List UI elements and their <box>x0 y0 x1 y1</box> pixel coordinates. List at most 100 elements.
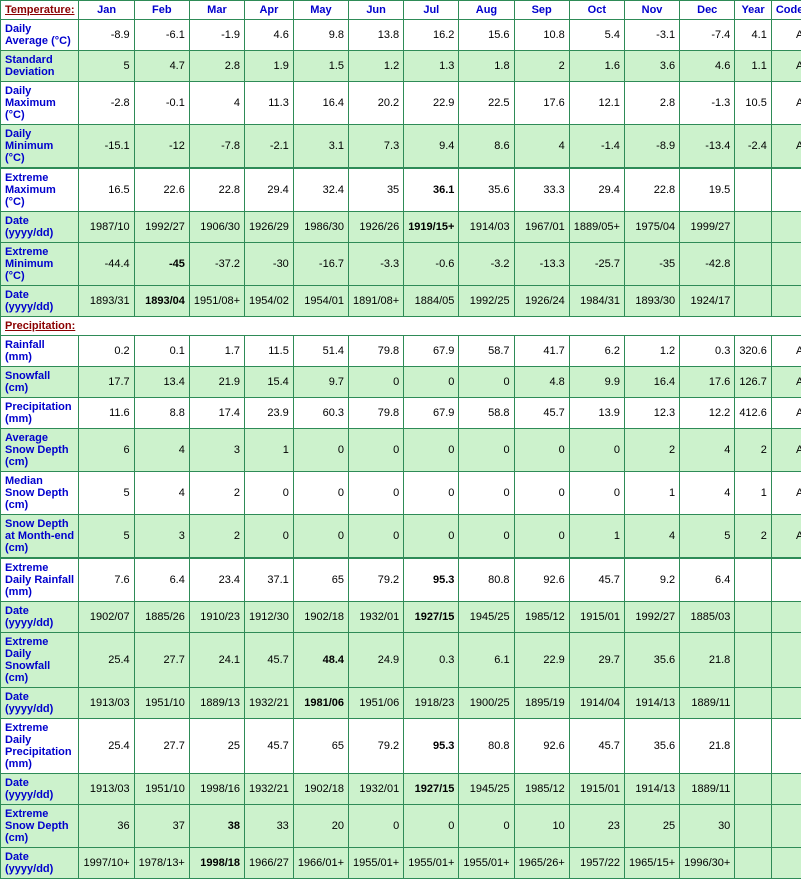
cell <box>735 805 772 848</box>
cell: 0 <box>514 515 569 559</box>
cell: 1895/19 <box>514 688 569 719</box>
cell: 23.4 <box>189 558 244 602</box>
cell: 1955/01+ <box>349 848 404 879</box>
cell: 45.7 <box>569 558 624 602</box>
precipitation-body: Rainfall (mm)0.20.11.711.551.479.867.958… <box>1 336 801 879</box>
table-row: Median Snow Depth (cm)5420000000141A <box>1 472 801 515</box>
cell: 1984/31 <box>569 286 624 317</box>
cell <box>771 558 801 602</box>
cell: 1913/03 <box>79 774 134 805</box>
cell: 19.5 <box>680 168 735 212</box>
table-row: Date (yyyy/dd)1913/031951/101998/161932/… <box>1 774 801 805</box>
col-code: Code <box>771 1 801 20</box>
cell: 17.6 <box>514 82 569 125</box>
cell: -8.9 <box>79 20 134 51</box>
cell: 0 <box>514 429 569 472</box>
cell: 25 <box>189 719 244 774</box>
temperature-section-header[interactable]: Temperature: <box>1 1 79 20</box>
cell: 37.1 <box>245 558 294 602</box>
cell: 1889/11 <box>680 774 735 805</box>
cell: 79.2 <box>349 558 404 602</box>
cell: -1.4 <box>569 125 624 169</box>
cell: 1918/23 <box>404 688 459 719</box>
cell: 2.8 <box>624 82 679 125</box>
cell: 4.6 <box>680 51 735 82</box>
temperature-link[interactable]: Temperature: <box>5 4 74 16</box>
cell: -15.1 <box>79 125 134 169</box>
cell: -13.3 <box>514 243 569 286</box>
cell: 65 <box>293 719 348 774</box>
cell: 33.3 <box>514 168 569 212</box>
cell <box>771 774 801 805</box>
cell: 1.9 <box>245 51 294 82</box>
cell: 1906/30 <box>189 212 244 243</box>
row-label: Extreme Daily Snowfall (cm) <box>1 633 79 688</box>
cell: 126.7 <box>735 367 772 398</box>
cell: 80.8 <box>459 558 514 602</box>
cell: 9.8 <box>293 20 348 51</box>
col-nov: Nov <box>624 1 679 20</box>
cell: 35.6 <box>624 719 679 774</box>
cell: 1902/18 <box>293 774 348 805</box>
cell: 1998/18 <box>189 848 244 879</box>
cell: 36 <box>79 805 134 848</box>
cell: 13.8 <box>349 20 404 51</box>
cell: 0 <box>404 367 459 398</box>
cell: A <box>771 398 801 429</box>
cell: 1891/08+ <box>349 286 404 317</box>
cell: 1889/11 <box>680 688 735 719</box>
cell: 35 <box>349 168 404 212</box>
precipitation-section-header[interactable]: Precipitation: <box>1 317 801 336</box>
cell: 23 <box>569 805 624 848</box>
row-label: Extreme Snow Depth (cm) <box>1 805 79 848</box>
cell: 1954/01 <box>293 286 348 317</box>
cell: 25.4 <box>79 633 134 688</box>
cell: 6.4 <box>134 558 189 602</box>
cell: 4.6 <box>245 20 294 51</box>
cell: 0 <box>245 472 294 515</box>
table-row: Date (yyyy/dd)1987/101992/271906/301926/… <box>1 212 801 243</box>
cell: 0 <box>404 472 459 515</box>
cell: A <box>771 82 801 125</box>
cell: A <box>771 125 801 169</box>
table-row: Extreme Minimum (°C)-44.4-45-37.2-30-16.… <box>1 243 801 286</box>
cell: A <box>771 515 801 559</box>
header-row: Temperature: Jan Feb Mar Apr May Jun Jul… <box>1 1 801 20</box>
cell: 1985/12 <box>514 774 569 805</box>
cell: 4.1 <box>735 20 772 51</box>
cell: 1884/05 <box>404 286 459 317</box>
cell: 1912/30 <box>245 602 294 633</box>
cell: 16.4 <box>624 367 679 398</box>
cell: 1965/15+ <box>624 848 679 879</box>
cell: 4.7 <box>134 51 189 82</box>
cell: 0 <box>349 429 404 472</box>
cell: 23.9 <box>245 398 294 429</box>
col-aug: Aug <box>459 1 514 20</box>
cell: 1997/10+ <box>79 848 134 879</box>
cell: 5 <box>680 515 735 559</box>
cell: 95.3 <box>404 558 459 602</box>
cell: 0 <box>404 429 459 472</box>
row-label: Median Snow Depth (cm) <box>1 472 79 515</box>
cell: 22.6 <box>134 168 189 212</box>
cell: 29.7 <box>569 633 624 688</box>
cell: 0 <box>459 515 514 559</box>
cell: 1945/25 <box>459 602 514 633</box>
col-jun: Jun <box>349 1 404 20</box>
cell: A <box>771 20 801 51</box>
cell: 0 <box>404 515 459 559</box>
precipitation-link[interactable]: Precipitation: <box>5 320 75 332</box>
climate-table: Temperature: Jan Feb Mar Apr May Jun Jul… <box>0 0 801 879</box>
cell: 1951/10 <box>134 688 189 719</box>
cell: -2.4 <box>735 125 772 169</box>
table-row: Daily Average (°C)-8.9-6.1-1.94.69.813.8… <box>1 20 801 51</box>
cell: A <box>771 472 801 515</box>
cell: 1926/24 <box>514 286 569 317</box>
cell: -8.9 <box>624 125 679 169</box>
cell: 4 <box>514 125 569 169</box>
cell <box>771 286 801 317</box>
col-mar: Mar <box>189 1 244 20</box>
cell: 9.2 <box>624 558 679 602</box>
cell: 45.7 <box>514 398 569 429</box>
cell: 4 <box>134 472 189 515</box>
